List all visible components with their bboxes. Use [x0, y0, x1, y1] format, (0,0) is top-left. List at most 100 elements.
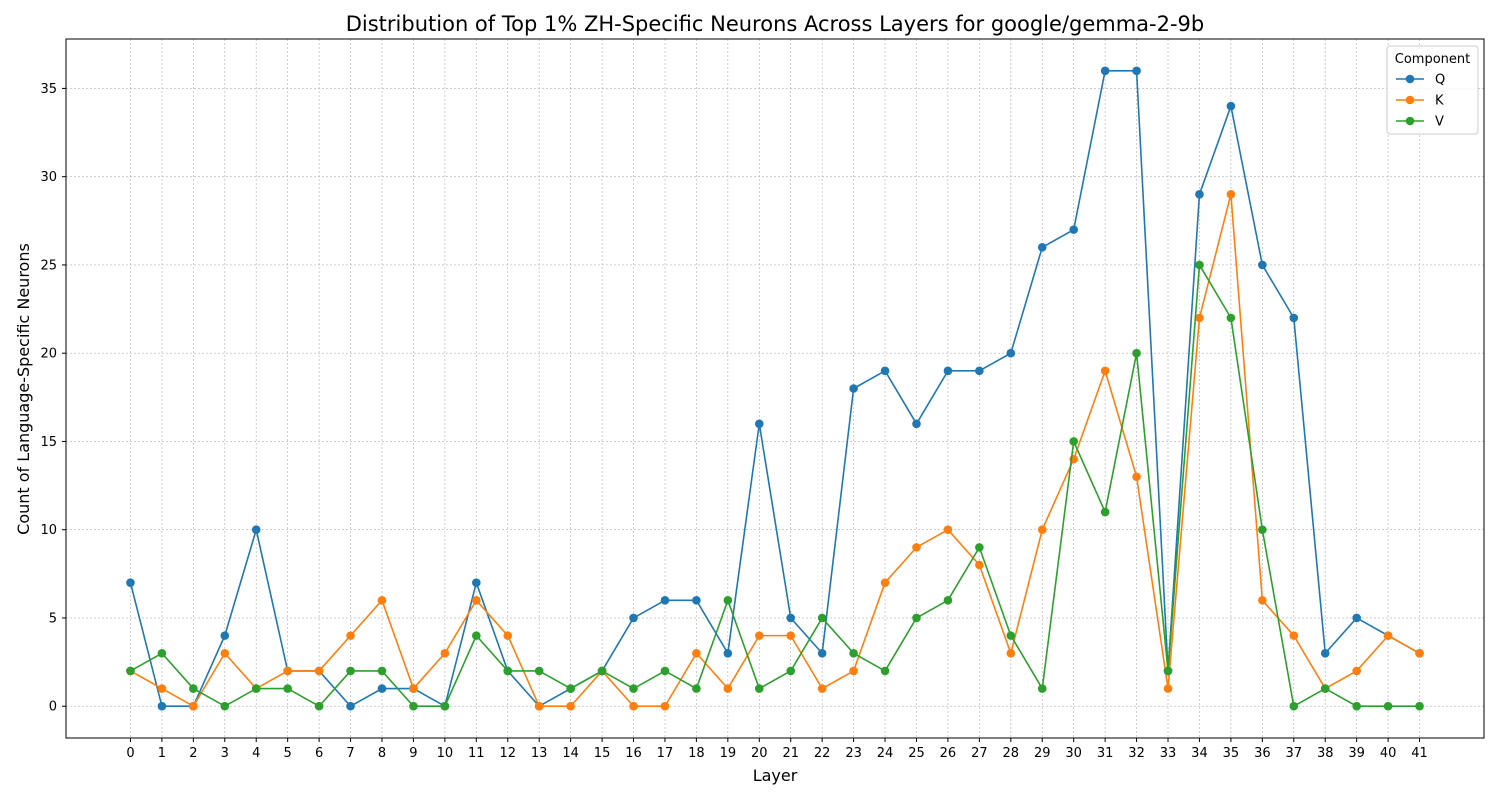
data-point-k	[1383, 631, 1393, 640]
data-point-q	[1226, 101, 1236, 111]
x-tick-label: 41	[1411, 746, 1428, 761]
data-point-k	[1100, 366, 1110, 376]
data-point-q	[1320, 648, 1330, 658]
data-point-v	[157, 648, 167, 658]
data-point-q	[629, 613, 638, 623]
plot-frame	[65, 38, 1485, 739]
y-tick-label: 10	[40, 523, 57, 538]
data-point-k	[314, 666, 324, 676]
data-point-k	[534, 701, 544, 711]
data-point-q	[1100, 66, 1110, 76]
data-point-v	[377, 666, 387, 676]
data-point-q	[1132, 66, 1141, 76]
x-tick-label: 3	[221, 746, 229, 761]
x-tick-label: 24	[877, 746, 894, 761]
data-point-v	[849, 648, 858, 658]
data-point-k	[975, 560, 984, 570]
data-point-k	[754, 631, 764, 640]
x-tick-label: 5	[284, 746, 292, 761]
x-tick-label: 37	[1286, 746, 1303, 761]
data-point-k	[566, 701, 575, 711]
data-point-k	[943, 525, 953, 535]
data-point-q	[786, 613, 796, 623]
data-point-v	[723, 596, 733, 605]
x-tick-label: 26	[940, 746, 957, 761]
series-line-k	[130, 193, 1420, 708]
x-axis-label: Layer	[753, 766, 798, 785]
data-point-q	[754, 419, 764, 429]
legend: Component QKV	[1386, 45, 1479, 135]
data-point-v	[1383, 701, 1393, 711]
data-point-q	[346, 701, 355, 711]
data-point-k	[1415, 648, 1424, 658]
x-tick-label: 22	[814, 746, 831, 761]
x-tick-label: 23	[845, 746, 862, 761]
data-point-v	[629, 684, 638, 693]
data-point-v	[314, 701, 324, 711]
data-point-v	[409, 701, 418, 711]
data-point-q	[1037, 242, 1047, 252]
data-point-k	[1195, 313, 1204, 323]
x-tick-label: 11	[468, 746, 485, 761]
y-tick-label: 35	[40, 82, 57, 97]
data-point-q	[1006, 348, 1016, 358]
data-point-k	[912, 543, 921, 552]
data-point-k	[1037, 525, 1047, 535]
series-v	[126, 260, 1424, 711]
x-tick-label: 16	[625, 746, 642, 761]
x-tick-label: 15	[594, 746, 611, 761]
data-point-q	[943, 366, 953, 376]
data-point-v	[597, 666, 607, 676]
data-point-q	[126, 578, 135, 587]
data-point-q	[660, 596, 670, 605]
data-point-q	[975, 366, 984, 376]
data-point-k	[283, 666, 292, 676]
series-line-v	[130, 264, 1420, 708]
legend-box	[1386, 45, 1479, 135]
data-point-k	[1352, 666, 1361, 676]
data-point-v	[220, 701, 230, 711]
data-point-v	[880, 666, 890, 676]
data-point-v	[1163, 666, 1173, 676]
legend-swatch-marker	[1405, 116, 1415, 126]
data-point-k	[220, 648, 230, 658]
legend-swatch-marker	[1405, 95, 1415, 105]
x-tick-label: 4	[252, 746, 260, 761]
data-point-k	[692, 648, 701, 658]
data-point-v	[1320, 684, 1330, 693]
y-tick-label: 30	[40, 170, 57, 185]
data-point-v	[912, 613, 921, 623]
x-tick-label: 36	[1254, 746, 1271, 761]
data-point-v	[472, 631, 481, 640]
y-tick-label: 15	[40, 435, 57, 450]
data-point-v	[1006, 631, 1016, 640]
x-tick-label: 40	[1380, 746, 1397, 761]
data-point-v	[1069, 437, 1078, 446]
x-tick-label: 7	[346, 746, 354, 761]
x-tick-label: 31	[1097, 746, 1114, 761]
legend-label: K	[1435, 94, 1444, 109]
data-point-v	[1226, 313, 1236, 323]
x-tick-label: 29	[1034, 746, 1051, 761]
series-k	[126, 190, 1424, 711]
x-tick-label: 14	[562, 746, 579, 761]
x-tick-label: 33	[1160, 746, 1177, 761]
data-point-q	[1258, 260, 1267, 270]
data-point-v	[534, 666, 544, 676]
x-tick-label: 34	[1191, 746, 1208, 761]
y-axis-label: Count of Language-Specific Neurons	[14, 243, 33, 535]
data-point-v	[1132, 348, 1141, 358]
data-point-v	[975, 543, 984, 552]
y-tick-label: 20	[40, 347, 57, 362]
data-point-q	[472, 578, 481, 587]
legend-title: Component	[1395, 52, 1470, 67]
data-point-k	[1226, 190, 1236, 199]
x-tick-label: 27	[971, 746, 988, 761]
data-point-v	[1352, 701, 1361, 711]
x-tick-label: 8	[378, 746, 386, 761]
x-tick-label: 32	[1128, 746, 1145, 761]
data-point-v	[692, 684, 701, 693]
axes: 0 1 2 3 4 5 6 7 8 9 10 11 12 13 14 15 16 17 18 19 20 21 22 23 24…	[40, 38, 1485, 761]
data-point-q	[157, 701, 167, 711]
data-point-k	[503, 631, 513, 640]
